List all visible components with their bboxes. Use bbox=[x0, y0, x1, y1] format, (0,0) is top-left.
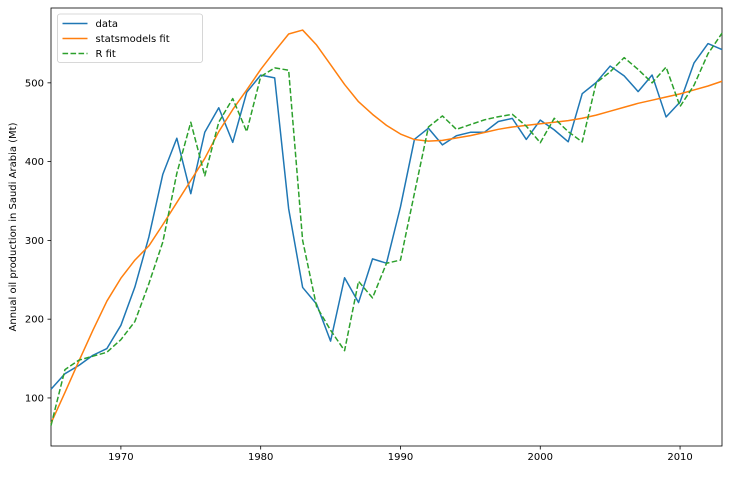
x-tick-label: 1990 bbox=[388, 452, 413, 463]
legend-box bbox=[57, 13, 203, 63]
y-tick-label: 300 bbox=[25, 236, 44, 247]
x-tick-label: 1980 bbox=[248, 452, 273, 463]
y-tick-label: 200 bbox=[25, 315, 44, 326]
x-tick-label: 2010 bbox=[667, 452, 692, 463]
series-line-statsmodels-fit bbox=[50, 29, 723, 424]
x-tick-label: 1970 bbox=[108, 452, 133, 463]
legend-item-statsmodels-fit: statsmodels fit bbox=[62, 34, 170, 45]
series-line-r-fit bbox=[50, 32, 723, 426]
legend-label: R fit bbox=[96, 49, 116, 60]
legend-item-r-fit: R fit bbox=[62, 49, 116, 60]
y-tick-label: 500 bbox=[25, 78, 44, 89]
y-tick-label: 400 bbox=[25, 157, 44, 168]
legend: data statsmodels fit R fit bbox=[57, 13, 203, 63]
legend-label: data bbox=[96, 19, 119, 30]
y-tick-label: 100 bbox=[25, 393, 44, 404]
plot-area bbox=[50, 7, 723, 447]
legend-label: statsmodels fit bbox=[96, 34, 170, 45]
x-tick-label: 2000 bbox=[528, 452, 553, 463]
y-axis-label: Annual oil production in Saudi Arabia (M… bbox=[8, 122, 19, 331]
legend-item-data: data bbox=[62, 19, 119, 30]
